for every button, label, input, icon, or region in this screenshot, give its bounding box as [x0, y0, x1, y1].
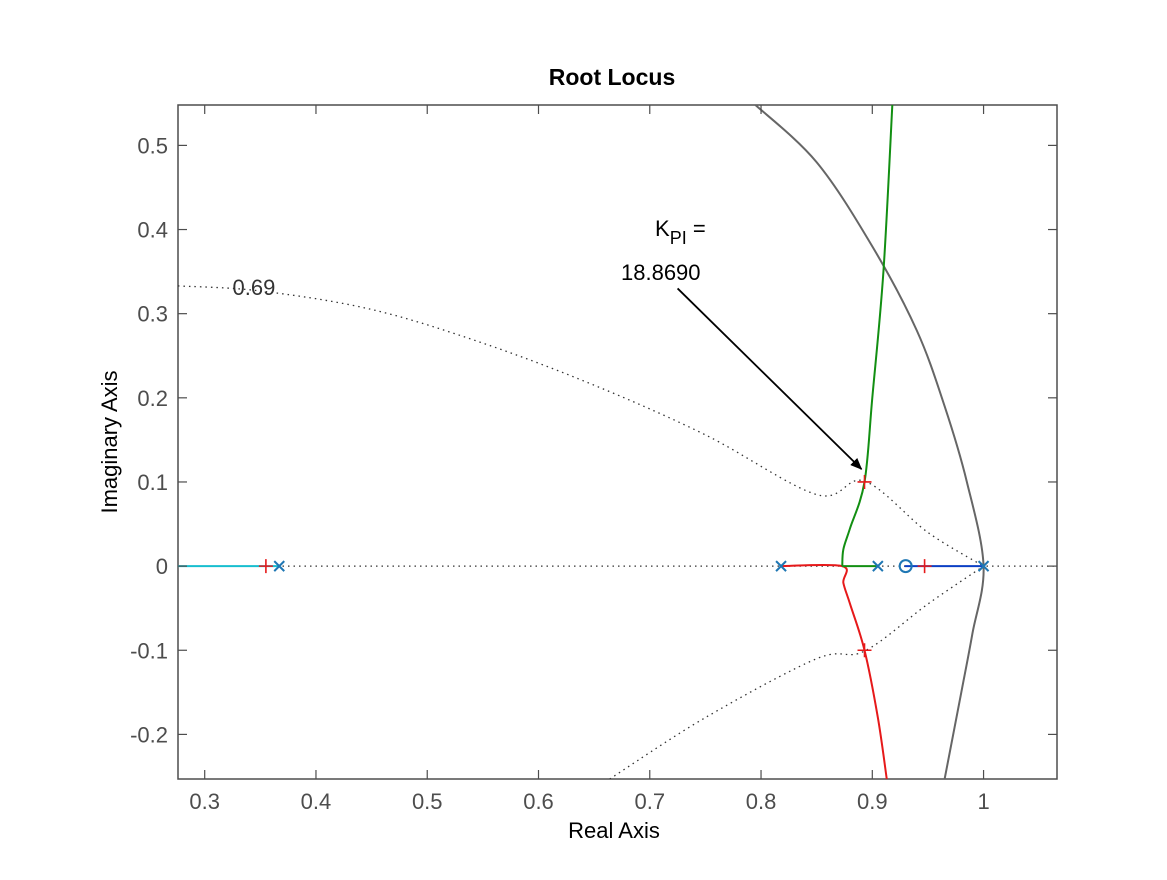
axis-ticks: 0.3 0.4 0.5 0.6 0.7 0.8 0.9 1 0.5 0.4 0.3 0.2 0.1 0 -0…: [130, 105, 1057, 814]
pole-marker-1: [273, 560, 285, 572]
annotation-arrow: [676, 287, 863, 470]
x-axis-label: Real Axis: [568, 818, 660, 843]
x-tick-label-1: 0.3: [189, 789, 220, 814]
zero-marker-1: [898, 559, 913, 574]
pole-marker-2: [775, 560, 787, 572]
y-tick-label-4: 0.2: [137, 386, 168, 411]
pole-marker-3: [872, 560, 884, 572]
plot-area-frame: [177, 104, 1058, 780]
damping-curve-upper: [178, 285, 984, 567]
locus-branch-4: [841, 105, 894, 567]
y-tick-label-5: 0.1: [137, 470, 168, 495]
plot-marks: 0.69: [178, 105, 1057, 779]
y-axis-label: Imaginary Axis: [97, 370, 122, 513]
unit-circle-arc: [754, 105, 985, 779]
y-tick-label-7: -0.1: [130, 638, 168, 663]
gain-equals: =: [687, 216, 706, 241]
gain-marker-2: [857, 474, 872, 489]
gain-annotation-line1: KPI =: [655, 216, 706, 248]
gain-marker-3: [857, 643, 872, 658]
x-tick-label-7: 0.9: [857, 789, 888, 814]
x-tick-label-3: 0.5: [412, 789, 443, 814]
gain-annotation-value: 18.8690: [621, 260, 701, 285]
gain-marker-1: [258, 559, 273, 574]
y-tick-label-6: 0: [156, 554, 168, 579]
gain-annotation: KPI = 18.8690: [621, 216, 706, 285]
damping-ratio-label: 0.69: [233, 275, 276, 300]
x-tick-label-8: 1: [977, 789, 989, 814]
y-tick-label-8: -0.2: [130, 722, 168, 747]
gain-symbol: K: [655, 216, 670, 241]
x-tick-label-6: 0.8: [746, 789, 777, 814]
x-tick-label-2: 0.4: [301, 789, 332, 814]
gain-marker-4: [917, 559, 932, 574]
chart-title: Root Locus: [549, 64, 676, 90]
pole-marker-4: [977, 560, 990, 572]
x-tick-label-4: 0.6: [523, 789, 554, 814]
x-tick-label-5: 0.7: [634, 789, 665, 814]
y-tick-label-1: 0.5: [137, 133, 168, 158]
gain-subscript: PI: [670, 228, 687, 248]
y-tick-label-3: 0.3: [137, 302, 168, 327]
damping-curve-lower: [609, 565, 984, 779]
y-tick-label-2: 0.4: [137, 218, 168, 243]
